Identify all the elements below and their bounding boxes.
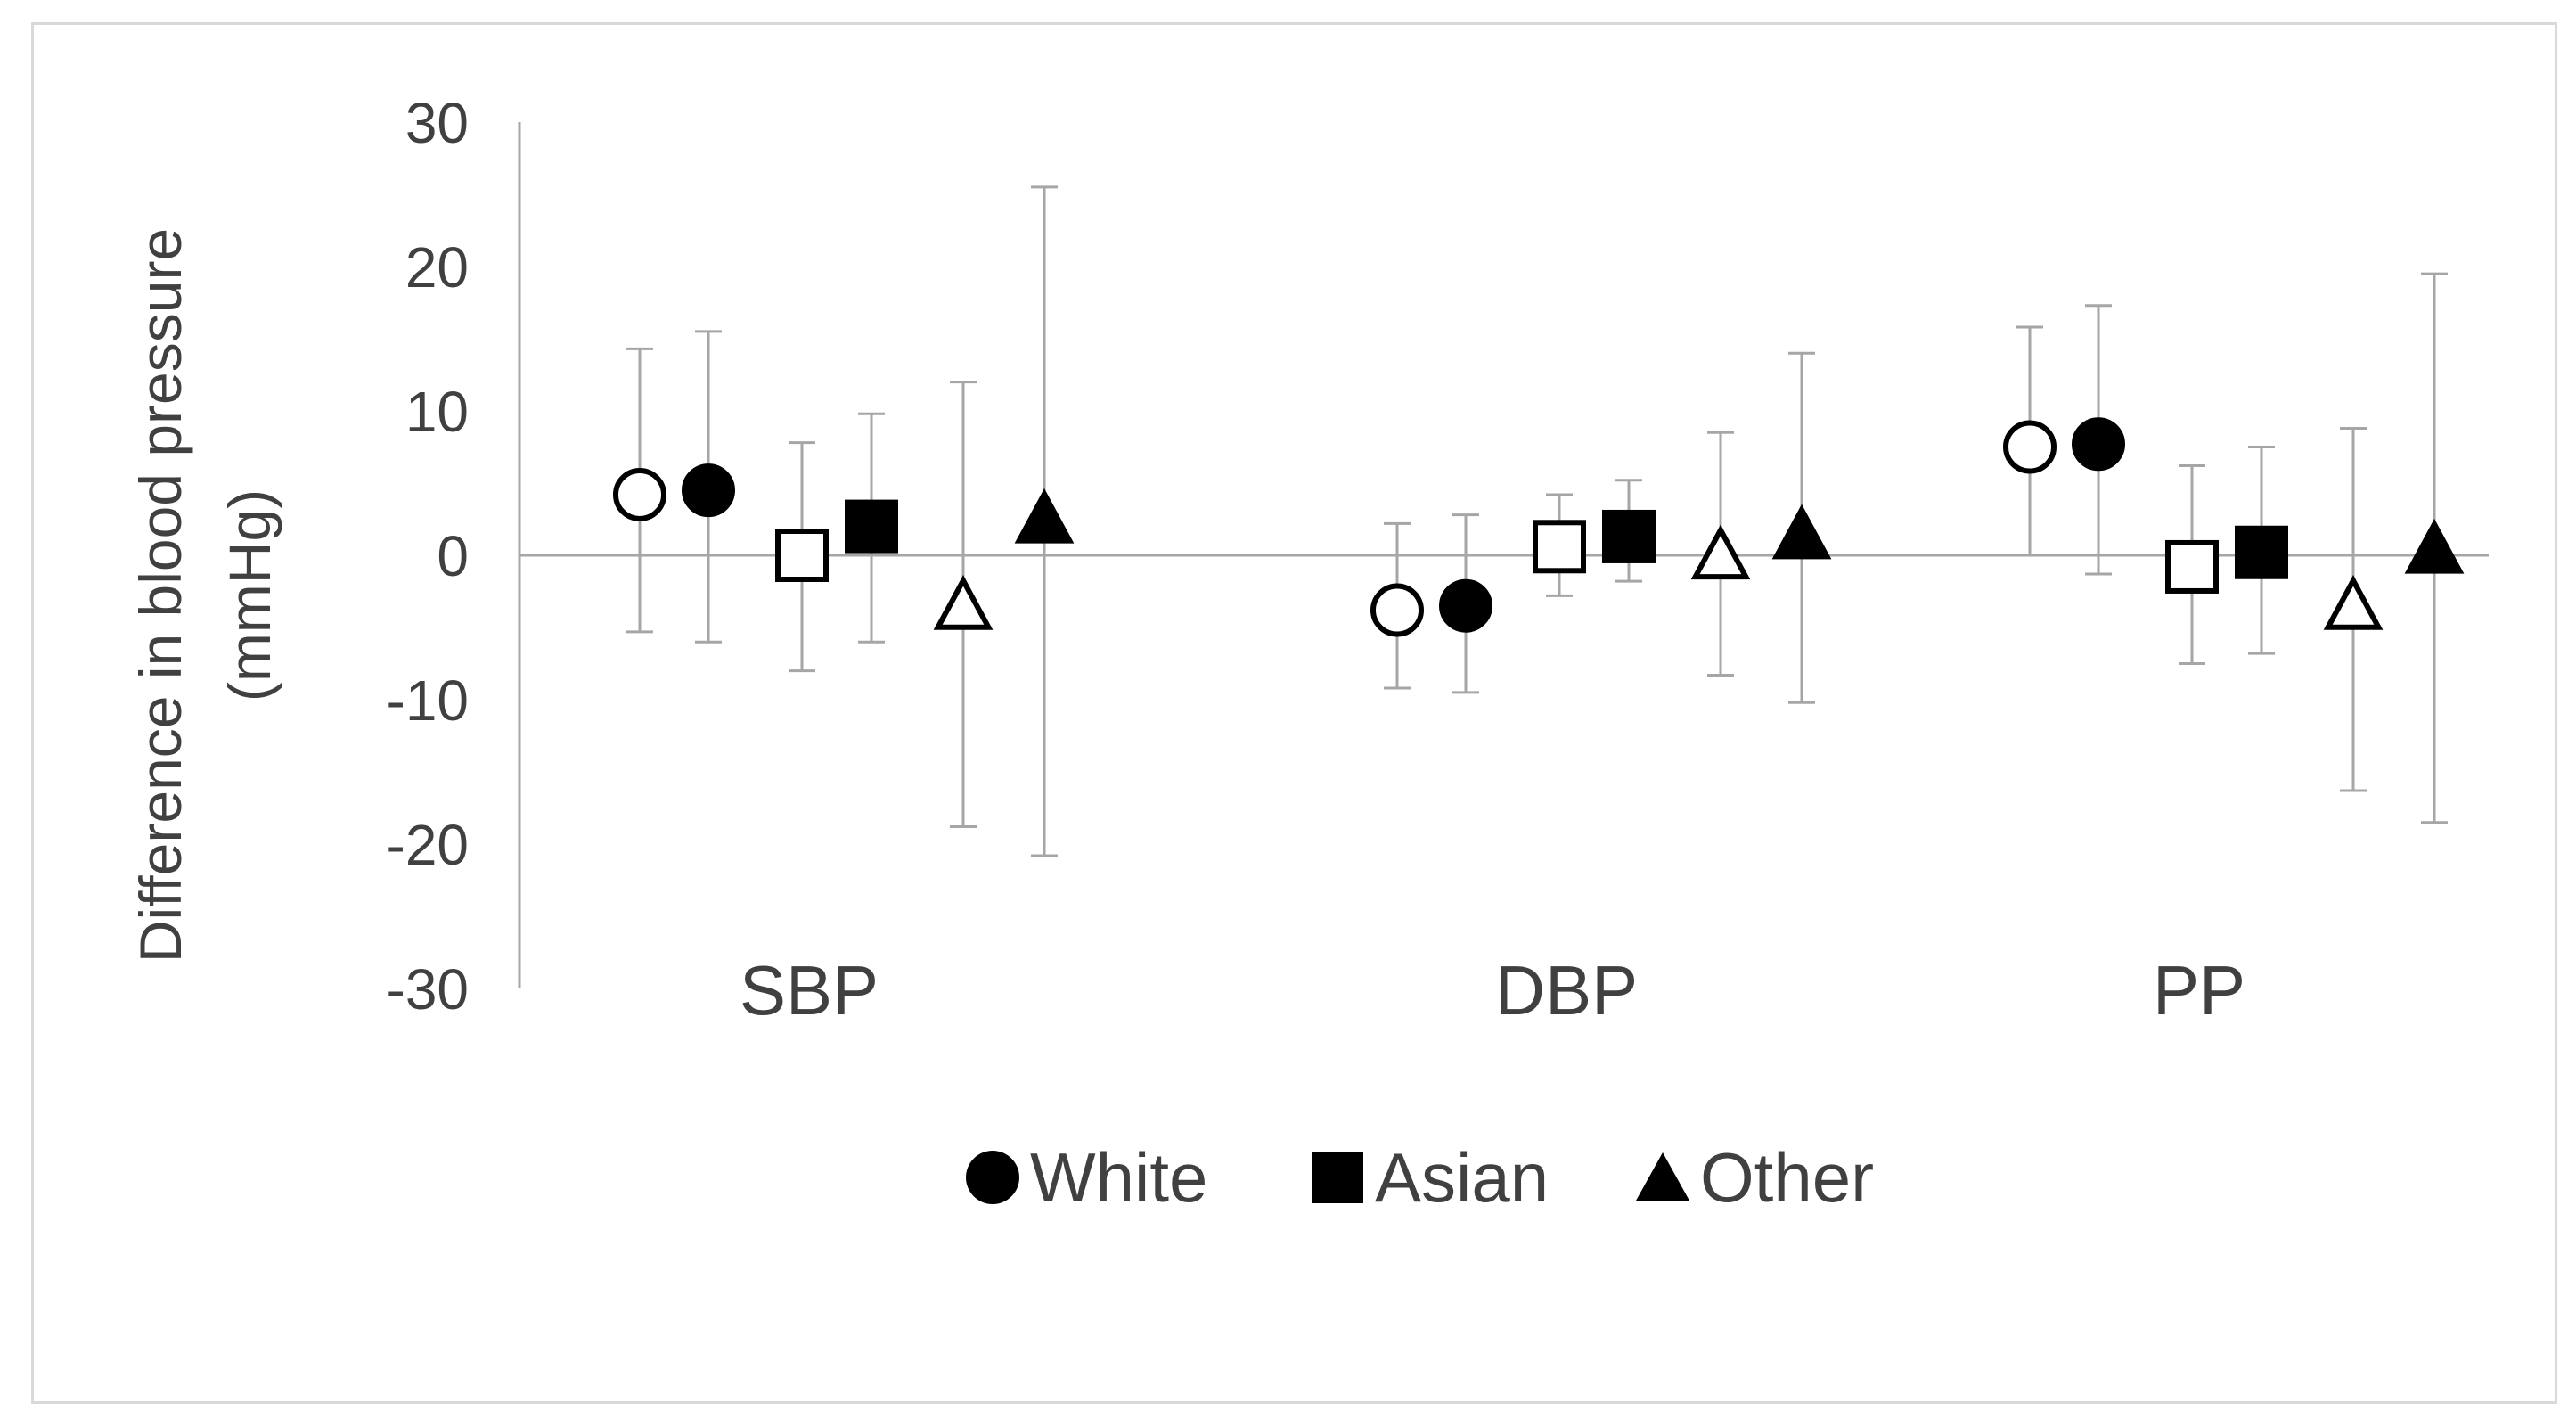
y-tick-label: -10 [387, 668, 470, 733]
category-label: PP [2153, 951, 2245, 1029]
legend-item: Asian [1312, 1138, 1549, 1217]
other-open-triangle-point [933, 575, 994, 630]
legend-circle-icon [966, 1151, 1019, 1204]
other-filled-triangle-point [2404, 518, 2465, 574]
y-tick-label: -30 [387, 957, 470, 1021]
white-filled-circle-point [2072, 417, 2125, 472]
white-open-circle-point [1370, 583, 1424, 637]
legend-square-icon [1312, 1152, 1363, 1203]
white-open-circle-point [2003, 420, 2057, 474]
white-filled-circle-point [682, 463, 735, 518]
category-label: DBP [1495, 951, 1638, 1029]
legend-item: Other [1636, 1138, 1874, 1217]
asian-open-square-point [775, 529, 829, 582]
y-tick-label: 10 [405, 380, 469, 444]
category-label: SBP [740, 951, 879, 1029]
y-tick-label: 30 [405, 91, 469, 155]
other-open-triangle-point [2323, 575, 2384, 630]
asian-filled-square-point [845, 499, 898, 554]
legend-item: White [966, 1138, 1207, 1217]
legend-label: Asian [1375, 1138, 1549, 1217]
y-axis-title: (mmHg) [217, 489, 282, 701]
white-open-circle-point [613, 467, 666, 521]
asian-filled-square-point [2235, 525, 2288, 579]
axis-layer [518, 122, 2489, 988]
asian-open-square-point [1533, 520, 1586, 574]
asian-open-square-point [2165, 539, 2219, 594]
y-tick-label: -20 [387, 813, 470, 877]
marker-layer [613, 417, 2465, 637]
legend-triangle-icon [1636, 1152, 1689, 1201]
other-filled-triangle-point [1014, 488, 1075, 544]
white-filled-circle-point [1439, 578, 1492, 633]
legend-label: Other [1700, 1138, 1874, 1217]
legend-label: White [1030, 1138, 1207, 1217]
chart-frame: 30 20 10 0 -10 -20 -30 Difference in blood pres… [31, 22, 2557, 1404]
label-layer: 30 20 10 0 -10 -20 -30 Difference in blood pres… [127, 91, 2245, 1029]
other-open-triangle-point [1690, 524, 1751, 580]
y-tick-label: 0 [437, 524, 469, 588]
chart-svg: 30 20 10 0 -10 -20 -30 Difference in blood pres… [127, 91, 2489, 1217]
y-axis-title: Difference in blood pressure [127, 228, 193, 963]
other-filled-triangle-point [1771, 504, 1832, 560]
asian-filled-square-point [1602, 509, 1656, 563]
legend-layer: White Asian Other [966, 1138, 1874, 1217]
y-tick-label: 20 [405, 235, 469, 299]
